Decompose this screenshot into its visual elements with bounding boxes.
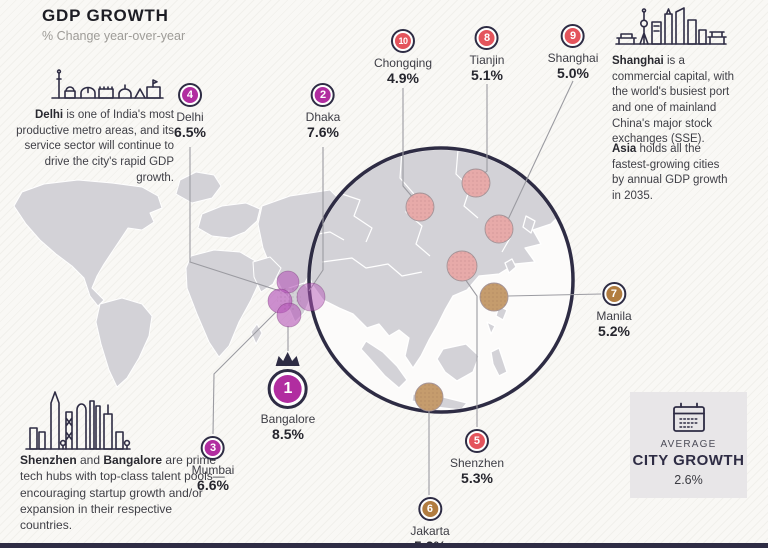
rank-number: 5 xyxy=(473,434,481,447)
city-growth-label: CITY GROWTH xyxy=(632,452,745,469)
city-label: Manila xyxy=(596,309,632,323)
city-value: 7.6% xyxy=(307,124,339,140)
delhi-skyline-icon xyxy=(51,69,164,99)
city-label: Delhi xyxy=(176,110,204,124)
rank-badge: 8 xyxy=(475,26,499,50)
annotation-asia: Asia holds all the fastest-growing citie… xyxy=(612,142,730,205)
marker-dhaka: 2 Dhaka 7.6% xyxy=(305,83,341,140)
rank-badge: 3 xyxy=(201,436,225,460)
rank-number: 9 xyxy=(569,29,577,42)
city-value: 6.6% xyxy=(197,477,229,493)
marker-mumbai: 3 Mumbai 6.6% xyxy=(191,436,235,493)
city-value: 5.3% xyxy=(461,470,493,486)
marker-delhi: 4 Delhi 6.5% xyxy=(174,83,206,140)
annotation-shanghai-text: is a commercial capital, with the world'… xyxy=(612,55,735,146)
annotation-shenzhen-lead2: Bangalore xyxy=(103,453,163,467)
city-label: Chongqing xyxy=(373,56,433,70)
city-value: 6.5% xyxy=(174,124,206,140)
rank-badge: 1 xyxy=(268,369,308,409)
annotation-shanghai-lead: Shanghai xyxy=(612,55,664,67)
rank-badge: 6 xyxy=(417,497,442,521)
rank-badge: 9 xyxy=(561,24,585,48)
rank-number: 7 xyxy=(610,287,618,300)
annotation-shanghai: Shanghai is a commercial capital, with t… xyxy=(612,54,736,148)
average-growth-card: AVERAGE CITY GROWTH 2.6% xyxy=(630,392,747,498)
page-title: GDP GROWTH xyxy=(42,6,169,25)
marker-jakarta: 6 Jakarta 5.2% xyxy=(410,497,450,548)
rank-badge: 10 xyxy=(391,29,415,53)
city-label: Jakarta xyxy=(410,524,450,538)
city-dots xyxy=(405,168,514,412)
rank-number: 3 xyxy=(209,441,217,454)
marker-chongqing: 10 Chongqing 4.9% xyxy=(374,29,432,86)
rank-number: 8 xyxy=(483,31,491,44)
marker-shenzhen: 5 Shenzhen 5.3% xyxy=(450,429,504,486)
city-value: 8.5% xyxy=(272,426,304,442)
annotation-delhi: Delhi is one of India's most productive … xyxy=(16,108,174,186)
annotation-shenzhen-mid: and xyxy=(76,453,104,467)
city-value: 5.2% xyxy=(598,323,630,339)
city-value: 5.1% xyxy=(471,67,503,83)
city-label: Bangalore xyxy=(260,412,316,426)
rank-number: 2 xyxy=(319,88,327,101)
header: GDP GROWTH % Change year-over-year xyxy=(42,6,185,43)
annotation-delhi-text: is one of India's most productive metro … xyxy=(16,109,174,184)
rank-badge: 2 xyxy=(311,83,335,107)
annotation-shenzhen-text: are prime tech hubs with top-class talen… xyxy=(20,453,225,533)
annotation-shenzhen-lead1: Shenzhen xyxy=(20,453,77,467)
city-value: 4.9% xyxy=(387,70,419,86)
calendar-icon xyxy=(672,402,705,432)
annotation-shenzhen: Shenzhen and Bangalore are prime tech hu… xyxy=(20,452,225,534)
rank-number: 4 xyxy=(186,88,194,101)
page-subtitle: % Change year-over-year xyxy=(42,29,186,43)
rank-badge: 5 xyxy=(464,429,489,453)
rank-badge: 4 xyxy=(177,83,202,107)
city-label: Mumbai xyxy=(191,463,235,477)
rank-badge: 7 xyxy=(601,282,626,306)
india-city-cluster xyxy=(267,270,326,328)
marker-manila: 7 Manila 5.2% xyxy=(596,282,632,339)
bottom-accent-bar xyxy=(0,543,768,548)
average-label: AVERAGE xyxy=(660,439,717,450)
rank-number: 6 xyxy=(426,502,434,515)
marker-shanghai: 9 Shanghai 5.0% xyxy=(547,24,599,81)
rank-number: 10 xyxy=(398,35,408,46)
city-label: Shenzhen xyxy=(449,456,505,470)
city-label: Tianjin xyxy=(469,53,505,67)
annotation-asia-lead: Asia xyxy=(612,143,637,155)
crown-icon xyxy=(276,352,300,366)
shenzhen-skyline-icon xyxy=(25,391,131,450)
city-value: 5.0% xyxy=(557,65,589,81)
marker-bangalore: 1 Bangalore 8.5% xyxy=(260,352,316,442)
average-value: 2.6% xyxy=(674,473,703,487)
marker-tianjin: 8 Tianjin 5.1% xyxy=(469,26,505,83)
annotation-asia-text: holds all the fastest-growing cities by … xyxy=(612,143,728,202)
city-label: Shanghai xyxy=(547,51,599,65)
shanghai-skyline-icon xyxy=(615,7,727,45)
city-label: Dhaka xyxy=(305,110,341,124)
rank-number: 1 xyxy=(283,380,293,397)
magnifier-lens xyxy=(307,146,575,414)
annotation-delhi-lead: Delhi xyxy=(35,109,64,121)
